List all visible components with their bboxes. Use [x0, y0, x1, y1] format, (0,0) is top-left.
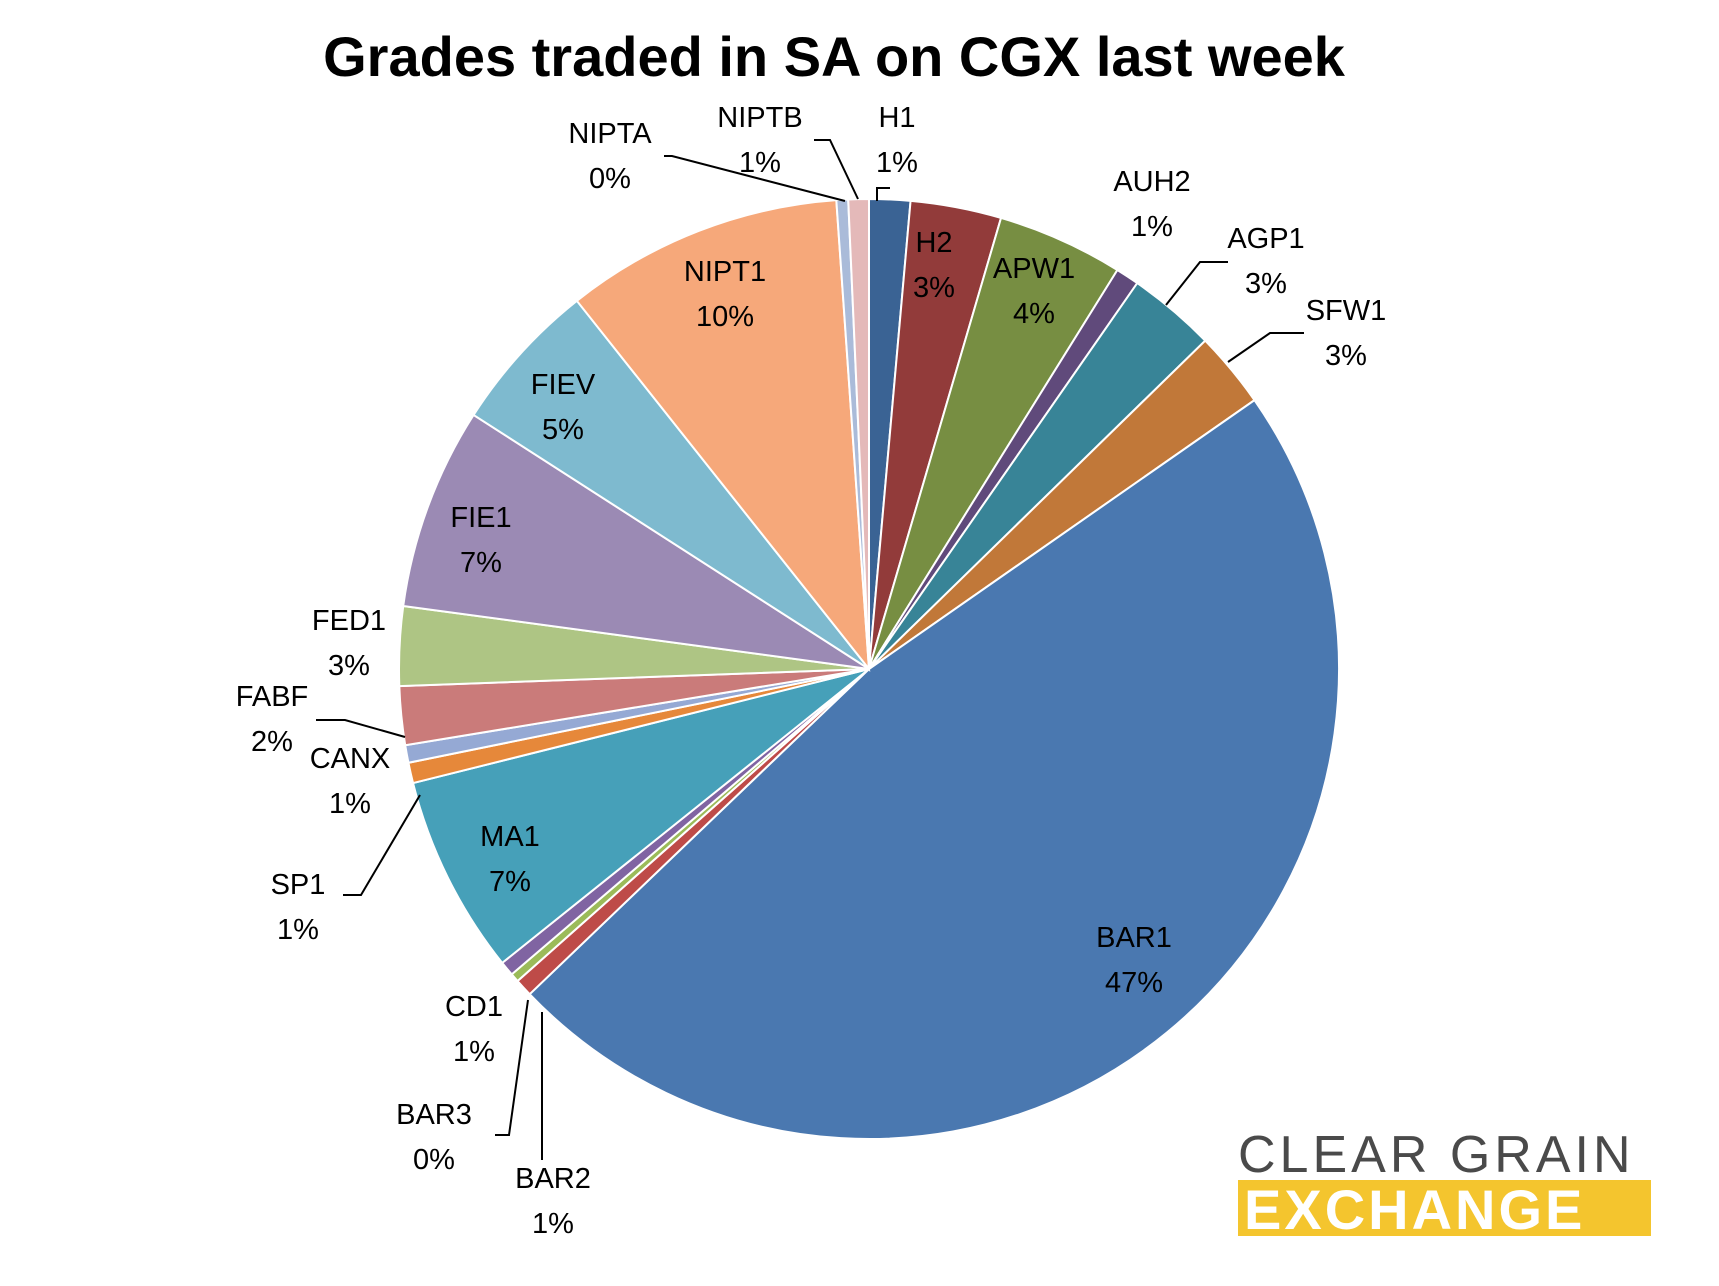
logo-line-2: EXCHANGE: [1244, 1178, 1585, 1241]
slice-percent-fiev: 5%: [542, 414, 584, 446]
slice-label-canx: CANX: [310, 743, 391, 775]
pie-slice-ma1: [411, 668, 870, 965]
slice-percent-agp1: 3%: [1245, 268, 1287, 300]
leader-line-nipta: [664, 155, 846, 202]
leader-line-sp1: [343, 794, 421, 896]
slice-label-fed1: FED1: [312, 605, 386, 637]
slice-label-auh2: AUH2: [1113, 166, 1190, 198]
slice-label-cd1: CD1: [445, 991, 503, 1023]
pie-slices: [397, 197, 1341, 1141]
slice-label-bar3: BAR3: [396, 1099, 472, 1131]
clear-grain-exchange-logo: CLEAR GRAIN EXCHANGE: [1238, 1126, 1651, 1241]
pie-slice-niptb: [847, 197, 870, 670]
slice-label-apw1: APW1: [993, 253, 1075, 285]
slice-percent-canx: 1%: [329, 788, 371, 820]
slice-percent-bar1: 47%: [1105, 967, 1163, 999]
slice-label-nipta: NIPTA: [568, 118, 652, 150]
slice-label-ma1: MA1: [480, 821, 540, 853]
pie-slice-bar1: [528, 398, 1341, 1141]
slice-percent-fie1: 7%: [460, 547, 502, 579]
slice-percent-niptb: 1%: [739, 147, 781, 179]
slice-percent-sp1: 1%: [277, 914, 319, 946]
pie-slice-nipt1: [575, 199, 871, 673]
slice-label-fie1: FIE1: [450, 502, 511, 534]
logo-line-1: CLEAR GRAIN: [1238, 1126, 1635, 1184]
slice-percent-nipt1: 10%: [696, 301, 754, 333]
slice-percent-fed1: 3%: [328, 650, 370, 682]
slice-percent-cd1: 1%: [453, 1036, 495, 1068]
slice-percent-h1: 1%: [876, 147, 918, 179]
logo-band: [1238, 1180, 1651, 1236]
slice-label-niptb: NIPTB: [717, 102, 802, 134]
leader-line-agp1: [1165, 261, 1228, 306]
slice-label-h2: H2: [915, 227, 952, 259]
slice-percent-h2: 3%: [913, 272, 955, 304]
leader-line-sfw1: [1227, 332, 1304, 363]
slice-label-agp1: AGP1: [1227, 223, 1304, 255]
slice-label-bar1: BAR1: [1096, 922, 1172, 954]
slice-label-fabf: FABF: [236, 681, 309, 713]
slice-label-nipt1: NIPT1: [684, 256, 766, 288]
slice-percent-auh2: 1%: [1131, 211, 1173, 243]
slice-percent-sfw1: 3%: [1325, 340, 1367, 372]
leader-line-fabf: [316, 719, 406, 738]
slice-label-h1: H1: [878, 102, 915, 134]
slice-percent-apw1: 4%: [1013, 298, 1055, 330]
slice-label-bar2: BAR2: [515, 1163, 591, 1195]
chart-title: Grades traded in SA on CGX last week: [323, 25, 1346, 88]
leader-line-niptb: [814, 139, 859, 200]
pie-slice-fiev: [472, 299, 870, 670]
slice-percent-ma1: 7%: [489, 866, 531, 898]
slice-percent-bar2: 1%: [532, 1208, 574, 1240]
slice-label-sfw1: SFW1: [1306, 295, 1387, 327]
slice-percent-bar3: 0%: [413, 1144, 455, 1176]
slice-label-fiev: FIEV: [531, 369, 596, 401]
leader-lines: [316, 139, 1304, 1160]
leader-line-h1: [876, 187, 890, 201]
data-labels: H1 1% H2 3% APW1 4% AUH2 1% AGP1 3% SFW1 3% BAR1 47% B…: [236, 102, 1387, 1240]
slice-percent-fabf: 2%: [251, 726, 293, 758]
slice-label-sp1: SP1: [271, 869, 326, 901]
slice-percent-nipta: 0%: [589, 163, 631, 195]
pie-slice-fie1: [402, 413, 870, 670]
leader-line-bar3: [495, 999, 529, 1136]
